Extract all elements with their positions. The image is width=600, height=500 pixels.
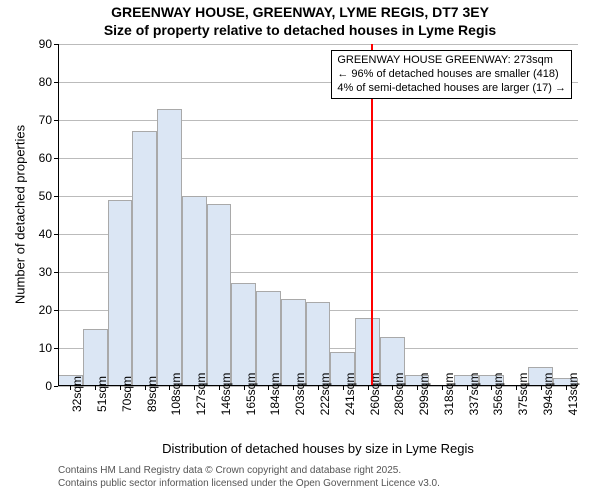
x-tick-mark xyxy=(491,386,492,390)
x-tick-mark xyxy=(268,386,269,390)
x-tick-mark xyxy=(392,386,393,390)
histogram-bar xyxy=(207,204,232,386)
x-axis-line xyxy=(58,385,578,386)
y-tick-label: 80 xyxy=(39,75,52,89)
x-tick-label: 108sqm xyxy=(169,373,183,416)
x-tick-label: 241sqm xyxy=(343,373,357,416)
plot-area: 010203040506070809032sqm51sqm70sqm89sqm1… xyxy=(58,44,578,386)
x-tick-mark xyxy=(219,386,220,390)
footnote-line-2: Contains public sector information licen… xyxy=(58,477,440,490)
plot-inner: 010203040506070809032sqm51sqm70sqm89sqm1… xyxy=(58,44,578,386)
y-axis-label: Number of detached properties xyxy=(13,44,28,386)
x-tick-label: 394sqm xyxy=(541,373,555,416)
page: GREENWAY HOUSE, GREENWAY, LYME REGIS, DT… xyxy=(0,0,600,500)
x-tick-label: 318sqm xyxy=(442,373,456,416)
x-tick-label: 299sqm xyxy=(417,373,431,416)
x-tick-label: 165sqm xyxy=(244,373,258,416)
x-tick-label: 375sqm xyxy=(516,373,530,416)
x-tick-label: 222sqm xyxy=(318,373,332,416)
x-tick-mark xyxy=(343,386,344,390)
histogram-bar xyxy=(182,196,207,386)
x-tick-mark xyxy=(516,386,517,390)
x-tick-mark xyxy=(417,386,418,390)
x-tick-label: 51sqm xyxy=(95,376,109,412)
y-tick-label: 40 xyxy=(39,227,52,241)
y-tick-label: 10 xyxy=(39,341,52,355)
x-tick-mark xyxy=(318,386,319,390)
annotation-line: 4% of semi-detached houses are larger (1… xyxy=(337,82,566,96)
y-tick-label: 20 xyxy=(39,303,52,317)
title-line-2: Size of property relative to detached ho… xyxy=(0,22,600,40)
x-tick-mark xyxy=(467,386,468,390)
x-tick-label: 413sqm xyxy=(566,373,580,416)
x-tick-mark xyxy=(244,386,245,390)
x-tick-label: 260sqm xyxy=(368,373,382,416)
x-tick-label: 203sqm xyxy=(293,373,307,416)
y-tick-mark xyxy=(54,386,58,387)
histogram-bar xyxy=(132,131,157,386)
chart-title: GREENWAY HOUSE, GREENWAY, LYME REGIS, DT… xyxy=(0,4,600,39)
x-tick-mark xyxy=(70,386,71,390)
x-tick-label: 32sqm xyxy=(70,376,84,412)
histogram-bar xyxy=(108,200,133,386)
x-tick-label: 89sqm xyxy=(145,376,159,412)
x-tick-mark xyxy=(95,386,96,390)
footnote-line-1: Contains HM Land Registry data © Crown c… xyxy=(58,464,440,477)
gridline xyxy=(58,44,578,45)
x-tick-label: 70sqm xyxy=(120,376,134,412)
x-tick-mark xyxy=(541,386,542,390)
histogram-bar xyxy=(231,283,256,386)
x-tick-mark xyxy=(145,386,146,390)
x-tick-label: 146sqm xyxy=(219,373,233,416)
x-tick-mark xyxy=(293,386,294,390)
x-tick-label: 280sqm xyxy=(392,373,406,416)
x-tick-mark xyxy=(368,386,369,390)
x-tick-mark xyxy=(442,386,443,390)
x-tick-label: 337sqm xyxy=(467,373,481,416)
x-tick-label: 184sqm xyxy=(268,373,282,416)
x-tick-mark xyxy=(120,386,121,390)
x-tick-mark xyxy=(566,386,567,390)
footnote: Contains HM Land Registry data © Crown c… xyxy=(58,464,440,490)
y-tick-label: 70 xyxy=(39,113,52,127)
y-axis-line xyxy=(58,44,59,386)
histogram-bar xyxy=(157,109,182,386)
x-tick-label: 127sqm xyxy=(194,373,208,416)
gridline xyxy=(58,120,578,121)
title-line-1: GREENWAY HOUSE, GREENWAY, LYME REGIS, DT… xyxy=(0,4,600,22)
x-axis-label: Distribution of detached houses by size … xyxy=(58,441,578,456)
y-tick-label: 50 xyxy=(39,189,52,203)
annotation-line: GREENWAY HOUSE GREENWAY: 273sqm xyxy=(337,54,566,68)
annotation-box: GREENWAY HOUSE GREENWAY: 273sqm← 96% of … xyxy=(331,50,572,99)
annotation-line: ← 96% of detached houses are smaller (41… xyxy=(337,68,566,82)
y-tick-label: 30 xyxy=(39,265,52,279)
x-tick-label: 356sqm xyxy=(491,373,505,416)
x-tick-mark xyxy=(194,386,195,390)
x-tick-mark xyxy=(169,386,170,390)
y-tick-label: 0 xyxy=(45,379,52,393)
y-tick-label: 90 xyxy=(39,37,52,51)
y-tick-label: 60 xyxy=(39,151,52,165)
